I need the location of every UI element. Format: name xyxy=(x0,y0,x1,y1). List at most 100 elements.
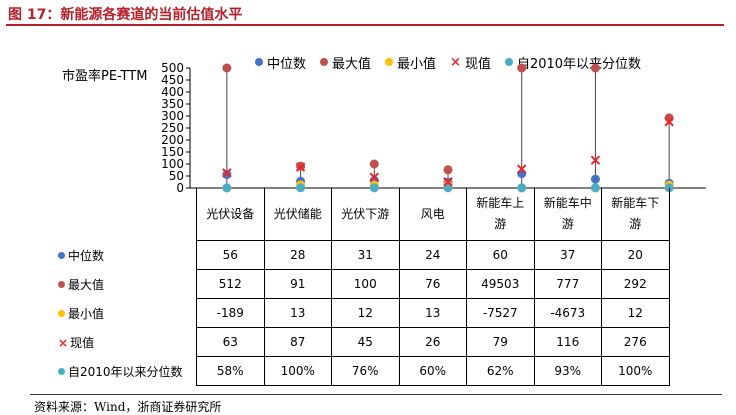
table-cell: 13 xyxy=(263,298,332,328)
category-header: 光伏设备 xyxy=(196,188,265,241)
category-header: 光伏储能 xyxy=(263,188,332,241)
legend-marker-current: × xyxy=(450,54,461,70)
legend-label: 自2010年以来分位数 xyxy=(516,56,642,72)
table-cell: 93% xyxy=(533,356,602,386)
row-marker-percentile xyxy=(58,367,65,375)
table-cell: 13 xyxy=(398,298,467,328)
category-header: 光伏下游 xyxy=(331,188,400,241)
table-cell: -4673 xyxy=(533,298,602,328)
current-marker-stroke xyxy=(443,177,453,187)
category-header: 新能车下游 xyxy=(601,188,670,241)
y-tick-label: 0 xyxy=(176,181,184,195)
legend-item-median: 中位数 xyxy=(255,53,306,72)
current-point xyxy=(517,164,527,174)
y-tick-label: 50 xyxy=(169,169,184,183)
table-row-min: 最小值 -189 13 12 13 -7527 -4673 12 xyxy=(52,298,670,328)
source-rule xyxy=(30,394,722,395)
max-point xyxy=(590,63,600,73)
table-cell: 26 xyxy=(398,327,467,357)
source-note: 资料来源：Wind，浙商证券研究所 xyxy=(34,400,222,414)
table-cell: 45 xyxy=(331,327,400,357)
table-cell: 31 xyxy=(331,240,400,270)
table-cell: 20 xyxy=(601,240,670,270)
table-cell: 62% xyxy=(466,356,535,386)
category-label: 风电 xyxy=(420,206,445,221)
y-tick-label: 500 xyxy=(161,61,184,75)
current-point xyxy=(590,155,601,165)
y-tick-label: 100 xyxy=(161,157,184,171)
category-label-line2: 游 xyxy=(494,217,507,231)
table-cell: 60 xyxy=(466,240,535,270)
y-tick-label: 250 xyxy=(161,121,184,135)
table-cell: 276 xyxy=(601,327,670,357)
row-header: × 现值 xyxy=(52,328,197,357)
table-cell: 100% xyxy=(263,356,332,386)
row-marker-min xyxy=(58,309,65,317)
category-header: 新能车上游 xyxy=(466,188,535,241)
table-row-percentile: 自2010年以来分位数 58% 100% 76% 60% 62% 93% 100… xyxy=(52,356,670,386)
legend: 中位数 最大值 最小值 × 现值 自2010年以来分位数 xyxy=(255,52,641,72)
row-header: 最小值 xyxy=(52,299,197,328)
table-corner xyxy=(52,188,197,241)
table-cell: 24 xyxy=(398,240,467,270)
table-cell: -189 xyxy=(196,298,265,328)
category-label: 光伏设备 xyxy=(206,206,255,221)
y-axis-label: 市盈率PE-TTM xyxy=(62,69,148,84)
table-cell: 58% xyxy=(196,356,265,386)
y-tick-label: 150 xyxy=(161,145,184,159)
current-point xyxy=(369,172,379,182)
y-tick-label: 300 xyxy=(161,109,184,123)
row-label: 最小值 xyxy=(68,306,105,321)
current-marker-stroke xyxy=(664,117,674,127)
y-tick-label: 450 xyxy=(161,73,184,87)
table-cell: 91 xyxy=(263,269,332,299)
current-point xyxy=(664,117,674,127)
legend-label: 最大值 xyxy=(332,56,372,72)
current-marker-stroke xyxy=(517,164,527,174)
table-cell: 76% xyxy=(331,356,400,386)
legend-marker-max xyxy=(320,58,329,66)
max-point xyxy=(443,165,453,175)
current-marker-stroke xyxy=(295,162,306,172)
table-row-current: × 现值 63 87 45 26 79 116 276 xyxy=(52,327,670,357)
category-header: 新能车中游 xyxy=(533,188,602,241)
table-cell: 116 xyxy=(533,327,602,357)
table-cell: 777 xyxy=(533,269,602,299)
category-label: 新能车下 xyxy=(611,196,660,210)
table-cell: 37 xyxy=(533,240,602,270)
current-marker-stroke xyxy=(369,172,379,182)
table-cell: -7527 xyxy=(466,298,535,328)
title-rule xyxy=(6,24,724,26)
category-header: 风电 xyxy=(398,188,467,241)
median-point xyxy=(590,174,600,184)
row-marker-max xyxy=(58,280,65,288)
table-cell: 12 xyxy=(601,298,670,328)
category-label-line2: 游 xyxy=(561,217,574,231)
legend-item-min: 最小值 xyxy=(385,53,436,72)
legend-label: 最小值 xyxy=(397,56,437,72)
legend-marker-median xyxy=(255,58,263,66)
row-header: 最大值 xyxy=(52,270,197,299)
current-point xyxy=(222,168,232,178)
category-label: 新能车中 xyxy=(543,196,592,210)
table-cell: 56 xyxy=(196,240,265,270)
data-table: 光伏设备 光伏储能 光伏下游 风电 新能车上游 新能车中游 新能车下游 中位数 … xyxy=(52,188,670,386)
table-cell: 63 xyxy=(196,327,265,357)
row-label: 现值 xyxy=(70,335,95,350)
category-label: 光伏储能 xyxy=(273,206,322,221)
table-cell: 76 xyxy=(398,269,467,299)
table-cell: 12 xyxy=(331,298,400,328)
legend-marker-min xyxy=(385,58,394,66)
current-marker-stroke xyxy=(590,155,601,165)
current-point xyxy=(295,162,306,172)
table-header-row: 光伏设备 光伏储能 光伏下游 风电 新能车上游 新能车中游 新能车下游 xyxy=(52,188,670,241)
current-marker-stroke xyxy=(222,168,232,178)
table-row-median: 中位数 56 28 31 24 60 37 20 xyxy=(52,240,670,270)
table-cell: 60% xyxy=(398,356,467,386)
y-tick-label: 400 xyxy=(161,85,184,99)
legend-item-percentile: 自2010年以来分位数 xyxy=(504,53,642,72)
table-cell: 87 xyxy=(263,327,332,357)
y-tick-label: 200 xyxy=(161,133,184,147)
legend-item-max: 最大值 xyxy=(320,53,371,72)
